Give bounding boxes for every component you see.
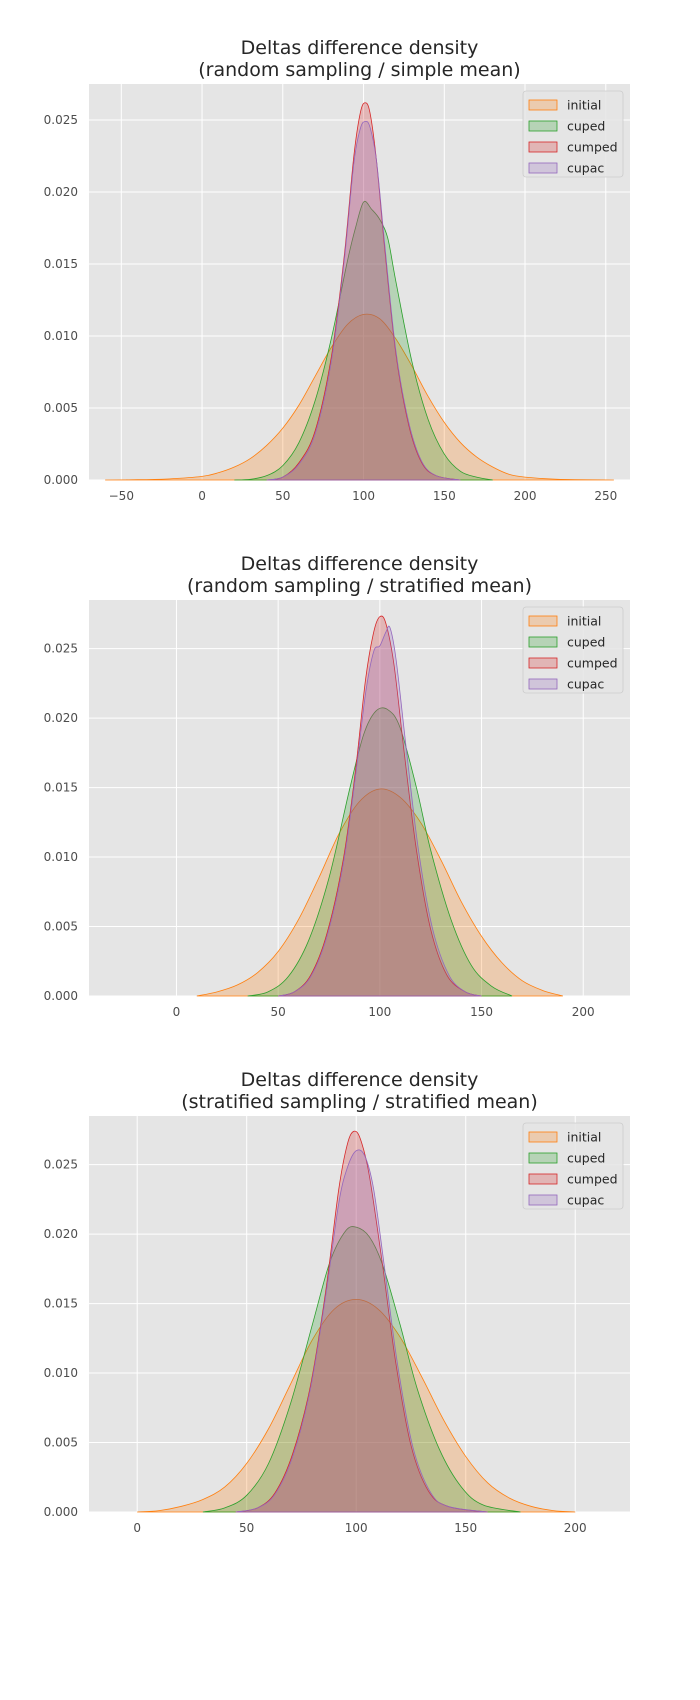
x-tick-label: 100 <box>352 489 375 503</box>
y-tick-label: 0.010 <box>44 1366 78 1380</box>
y-tick-label: 0.025 <box>44 113 78 127</box>
legend: initial cuped cumped cupac <box>522 90 624 178</box>
x-tick-label: 150 <box>433 489 456 503</box>
legend-swatch-initial <box>528 99 558 111</box>
x-tick-label: 0 <box>133 1521 141 1535</box>
legend-box <box>522 90 624 178</box>
legend-label-cupac: cupac <box>567 677 604 692</box>
y-tick-label: 0.005 <box>44 920 78 934</box>
density-area-initial <box>137 1299 576 1513</box>
legend-swatch-initial <box>528 1131 558 1143</box>
y-tick-label: 0.025 <box>44 642 78 656</box>
x-tick-label: −50 <box>109 489 134 503</box>
x-tick-label: 150 <box>470 1005 493 1019</box>
density-area-initial <box>196 788 563 997</box>
y-tick-label: 0.000 <box>44 1505 78 1519</box>
y-tick-label: 0.015 <box>44 1297 78 1311</box>
x-tick-label: 200 <box>514 489 537 503</box>
x-tick-label: 0 <box>198 489 206 503</box>
density-area-cupac <box>266 120 461 481</box>
legend-swatch-cupac <box>528 1194 558 1206</box>
y-tick-label: 0.010 <box>44 850 78 864</box>
legend-box <box>522 1122 624 1210</box>
y-tick-label: 0.015 <box>44 781 78 795</box>
legend-swatch-cumped <box>528 657 558 669</box>
subplot-3: Deltas difference density(stratified sam… <box>44 1069 630 1535</box>
legend-label-cuped: cuped <box>567 635 605 650</box>
density-area-cupac <box>235 1149 488 1513</box>
legend-label-cupac: cupac <box>567 161 604 176</box>
legend-label-cumped: cumped <box>567 140 618 155</box>
chart-title-line: Deltas difference density <box>241 37 479 59</box>
x-tick-label: 250 <box>594 489 617 503</box>
x-tick-label: 50 <box>239 1521 254 1535</box>
legend: initial cuped cumped cupac <box>522 1122 624 1210</box>
legend-swatch-cumped <box>528 141 558 153</box>
legend-swatch-initial <box>528 615 558 627</box>
y-tick-label: 0.000 <box>44 473 78 487</box>
subplot-2: Deltas difference density(random samplin… <box>44 553 630 1019</box>
legend-label-cuped: cuped <box>567 119 605 134</box>
density-area-cupac <box>278 625 482 997</box>
x-tick-label: 200 <box>564 1521 587 1535</box>
x-tick-label: 150 <box>454 1521 477 1535</box>
chart-title-line: (random sampling / simple mean) <box>198 59 520 81</box>
y-tick-label: 0.005 <box>44 1436 78 1450</box>
legend-box <box>522 606 624 694</box>
density-area-cumped <box>266 102 461 481</box>
y-tick-label: 0.020 <box>44 711 78 725</box>
density-area-cuped <box>202 1226 521 1513</box>
legend-label-cumped: cumped <box>567 656 618 671</box>
legend-label-cupac: cupac <box>567 1193 604 1208</box>
legend-swatch-cupac <box>528 162 558 174</box>
chart-title-line: Deltas difference density <box>241 1069 479 1091</box>
legend-swatch-cupac <box>528 678 558 690</box>
legend-swatch-cuped <box>528 1152 558 1164</box>
legend-label-initial: initial <box>567 1130 601 1145</box>
density-area-cumped <box>235 1130 488 1513</box>
legend-label-initial: initial <box>567 98 601 113</box>
legend-swatch-cuped <box>528 120 558 132</box>
density-area-cuped <box>247 707 513 997</box>
chart-title-line: Deltas difference density <box>241 553 479 575</box>
x-tick-label: 100 <box>368 1005 391 1019</box>
x-tick-label: 0 <box>173 1005 181 1019</box>
x-tick-label: 100 <box>345 1521 368 1535</box>
y-tick-label: 0.025 <box>44 1158 78 1172</box>
legend-swatch-cumped <box>528 1173 558 1185</box>
y-tick-label: 0.000 <box>44 989 78 1003</box>
density-area-initial <box>105 313 614 481</box>
legend-label-initial: initial <box>567 614 601 629</box>
x-tick-label: 50 <box>275 489 290 503</box>
y-tick-label: 0.020 <box>44 1227 78 1241</box>
x-tick-label: 200 <box>572 1005 595 1019</box>
legend: initial cuped cumped cupac <box>522 606 624 694</box>
legend-label-cumped: cumped <box>567 1172 618 1187</box>
subplot-1: Deltas difference density(random samplin… <box>44 37 630 503</box>
y-tick-label: 0.020 <box>44 185 78 199</box>
chart-title-line: (random sampling / stratified mean) <box>187 575 532 597</box>
y-tick-label: 0.015 <box>44 257 78 271</box>
chart-title-line: (stratified sampling / stratified mean) <box>181 1091 538 1113</box>
y-tick-label: 0.005 <box>44 401 78 415</box>
y-tick-label: 0.010 <box>44 329 78 343</box>
x-tick-label: 50 <box>271 1005 286 1019</box>
legend-swatch-cuped <box>528 636 558 648</box>
density-area-cumped <box>278 615 482 997</box>
legend-label-cuped: cuped <box>567 1151 605 1166</box>
density-area-cuped <box>234 200 493 481</box>
